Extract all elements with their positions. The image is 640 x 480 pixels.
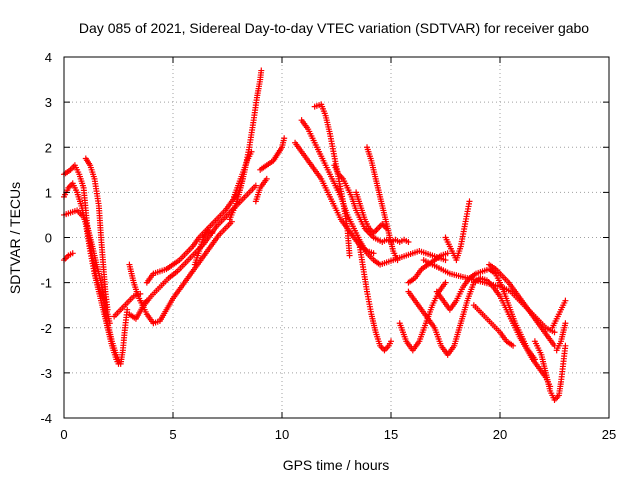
data-point-marker [562,320,569,327]
data-point-marker [104,306,111,313]
series-track-x [405,250,451,286]
data-point-marker [115,360,122,367]
series-track-y [405,275,554,390]
y-tick-label: -4 [40,411,52,426]
series-track-s [331,162,412,246]
data-point-marker [510,342,517,349]
series-track-ac [470,302,517,349]
data-point-marker [405,239,412,246]
data-point-marker [388,338,394,345]
y-tick-label: 2 [45,140,52,155]
x-tick-label: 15 [384,427,398,442]
x-tick-label: 5 [169,427,176,442]
series-track-k [191,227,216,268]
series-track-q [298,117,449,268]
x-axis-label: GPS time / hours [283,457,390,473]
data-point-marker [394,257,401,264]
data-point-marker [442,257,449,264]
series-track-i [137,218,235,327]
data-point-marker [551,329,558,336]
y-tick-label: -1 [40,276,52,291]
data-point-marker [69,250,76,257]
data-point-marker [252,182,259,189]
data-point-marker [106,320,113,327]
grid-layer [64,57,609,418]
series-track-a [61,250,76,264]
series-track-af [549,297,569,331]
tick-layer: 0 5 10 15 20 25 -4 -3 -2 -1 0 1 2 3 4 [40,50,616,442]
x-tick-label: 25 [602,427,616,442]
series-track-v [364,144,401,264]
y-tick-label: -2 [40,321,52,336]
series-track-aa [433,266,538,363]
series-track-ad [486,261,558,349]
data-marks [61,67,569,403]
data-point-marker [124,306,131,313]
data-point-marker [466,198,473,205]
x-tick-label: 0 [60,427,67,442]
data-point-marker [263,175,270,182]
data-point-marker [281,135,288,142]
data-point-marker [444,250,451,257]
series-track-m [231,148,255,200]
data-point-marker [248,148,255,155]
data-point-marker [442,279,449,286]
data-point-marker [370,250,377,257]
data-point-marker [562,297,569,304]
chart-title: Day 085 of 2021, Sidereal Day-to-day VTE… [79,20,589,36]
data-point-marker [258,67,265,74]
series-track-ag [553,320,569,354]
series-track-c [61,180,122,367]
series-track-n [252,175,270,205]
data-point-marker [346,252,353,259]
series-track-f [111,290,144,320]
series-track-u [355,234,394,354]
series-track-ae [531,338,569,403]
series-track-e [82,155,111,313]
series-track-o [257,135,288,173]
x-tick-label: 10 [275,427,289,442]
series-track-ab [442,198,473,264]
x-tick-label: 20 [493,427,507,442]
y-tick-label: 3 [45,95,52,110]
data-point-marker [562,342,569,349]
data-point-marker [209,229,216,236]
y-axis-label: SDTVAR / TECUs [7,182,23,294]
y-tick-label: 0 [45,231,52,246]
y-tick-label: 4 [45,50,52,65]
series-track-h [126,182,259,322]
y-tick-label: -3 [40,366,52,381]
y-tick-label: 1 [45,185,52,200]
data-point-marker [531,356,538,363]
